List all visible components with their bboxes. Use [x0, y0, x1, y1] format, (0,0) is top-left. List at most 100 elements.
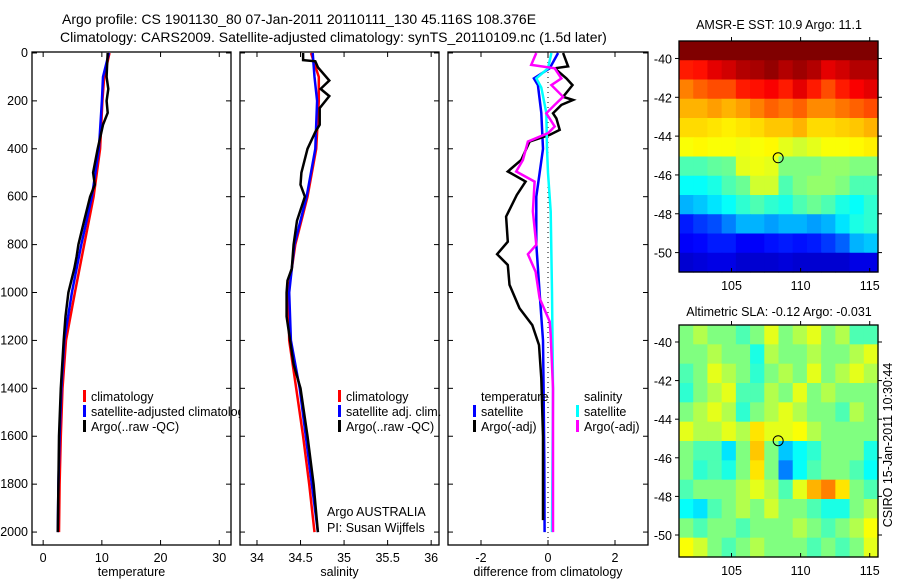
- heatmap-cell: [721, 479, 737, 500]
- heatmap-cell: [721, 421, 737, 442]
- profile-panel-temperature: 0 10 20 30 0 200 400 600 800 1000 1200 1400 1600 1800…: [0, 46, 232, 579]
- heatmap-cell: [863, 518, 879, 539]
- heatmap-cell: [707, 118, 723, 138]
- heatmap-cell: [750, 175, 765, 196]
- heatmap-cell: [778, 79, 794, 100]
- heatmap-cell: [835, 325, 851, 345]
- heatmap-cell: [721, 60, 737, 81]
- heatmap-cell: [707, 214, 723, 235]
- heatmap-cell: [821, 233, 836, 254]
- legend-swatch-argo: [83, 420, 86, 432]
- heatmap-cell: [750, 79, 765, 100]
- heatmap-cell: [721, 460, 737, 481]
- heatmap-cell: [764, 383, 780, 403]
- heatmap-cell: [821, 479, 836, 500]
- heatmap-cell: [735, 363, 751, 384]
- credit-line1: Argo AUSTRALIA: [327, 505, 426, 519]
- heatmap-cell: [821, 363, 836, 384]
- heatmap-cell: [721, 41, 737, 61]
- heatmap-cell: [792, 252, 808, 273]
- heatmap-cell: [849, 402, 865, 423]
- heatmap-cell: [693, 402, 709, 423]
- x-tick-label: 30: [212, 551, 226, 565]
- heatmap-cell: [806, 233, 822, 254]
- heatmap-cell: [721, 137, 737, 158]
- legend-swatch-climatology: [83, 390, 86, 402]
- heatmap-cell: [835, 479, 851, 500]
- y-tick-label: 1000: [0, 286, 28, 300]
- heatmap-cell: [721, 499, 737, 519]
- y-tick-label: 1200: [0, 333, 28, 347]
- heatmap-cell: [707, 499, 723, 519]
- legend-swatch-satellite: [338, 405, 341, 417]
- heatmap-cell: [778, 325, 794, 345]
- heatmap-cell: [849, 98, 865, 119]
- heatmap-cell: [764, 98, 780, 119]
- heatmap-cell: [778, 60, 794, 81]
- x-tick-label: 10: [95, 551, 109, 565]
- heatmap-cell: [863, 537, 879, 558]
- heatmap-cell: [778, 98, 794, 119]
- heatmap-cell: [778, 441, 794, 461]
- x-tick-label: 20: [154, 551, 168, 565]
- heatmap-cell: [679, 383, 694, 403]
- heatmap-cell: [835, 60, 851, 81]
- heatmap-cell: [821, 195, 836, 215]
- heatmap-cell: [735, 118, 751, 138]
- heatmap-cell: [863, 421, 879, 442]
- x-axis-label: difference from climatology: [473, 565, 623, 579]
- y-tick-label: 1400: [0, 381, 28, 395]
- heatmap-cell: [835, 383, 851, 403]
- heatmap-cell: [750, 60, 765, 81]
- y-tick-label: 200: [7, 94, 28, 108]
- heatmap-cell: [764, 79, 780, 100]
- heatmap-cell: [735, 41, 751, 61]
- heatmap-cell: [792, 383, 808, 403]
- heatmap-cell: [679, 214, 694, 235]
- heatmap-cell: [735, 499, 751, 519]
- heatmap-cell: [679, 421, 694, 442]
- legend-swatch-temp-argo: [473, 420, 476, 432]
- side-stamp: CSIRO 15-Jan-2011 10:30:44: [881, 363, 895, 528]
- heatmap-cell: [835, 118, 851, 138]
- heatmap-cell: [693, 195, 709, 215]
- heatmap-cell: [735, 344, 751, 365]
- heatmap-cell: [806, 499, 822, 519]
- heatmap-cell: [821, 421, 836, 442]
- heatmap-cell: [735, 175, 751, 196]
- series-line-temperature-satellite: [532, 52, 560, 533]
- heatmap-cell: [821, 118, 836, 138]
- heatmap-cell: [735, 98, 751, 119]
- heatmap-cell: [863, 383, 879, 403]
- heatmap-cell: [806, 214, 822, 235]
- heatmap-cell: [707, 98, 723, 119]
- heatmap-cell: [707, 344, 723, 365]
- heatmap-cell: [849, 156, 865, 177]
- heatmap-cell: [792, 118, 808, 138]
- heatmap-cell: [792, 214, 808, 235]
- map-frame: [678, 40, 879, 273]
- heatmap-cell: [750, 402, 765, 423]
- x-tick-label: 35: [337, 551, 351, 565]
- heatmap-cell: [821, 175, 836, 196]
- heatmap-cell: [835, 518, 851, 539]
- heatmap-cell: [735, 60, 751, 81]
- heatmap-cell: [821, 325, 836, 345]
- y-tick-label: -44: [654, 130, 672, 144]
- y-tick-label: -48: [654, 208, 672, 222]
- heatmap-cell: [835, 363, 851, 384]
- heatmap-cell: [778, 383, 794, 403]
- heatmap-cell: [835, 156, 851, 177]
- heatmap-cell: [863, 499, 879, 519]
- heatmap-cell: [849, 537, 865, 558]
- heatmap-cell: [835, 98, 851, 119]
- heatmap-cell: [693, 421, 709, 442]
- heatmap-cell: [693, 41, 709, 61]
- heatmap-cell: [707, 325, 723, 345]
- series-line-argo-raw-qc-: [285, 53, 332, 533]
- y-tick-label: 400: [7, 142, 28, 156]
- legend-swatch-sal-satellite: [576, 405, 579, 417]
- heatmap-cell: [835, 252, 851, 273]
- heatmap-cell: [735, 137, 751, 158]
- heatmap-cell: [821, 252, 836, 273]
